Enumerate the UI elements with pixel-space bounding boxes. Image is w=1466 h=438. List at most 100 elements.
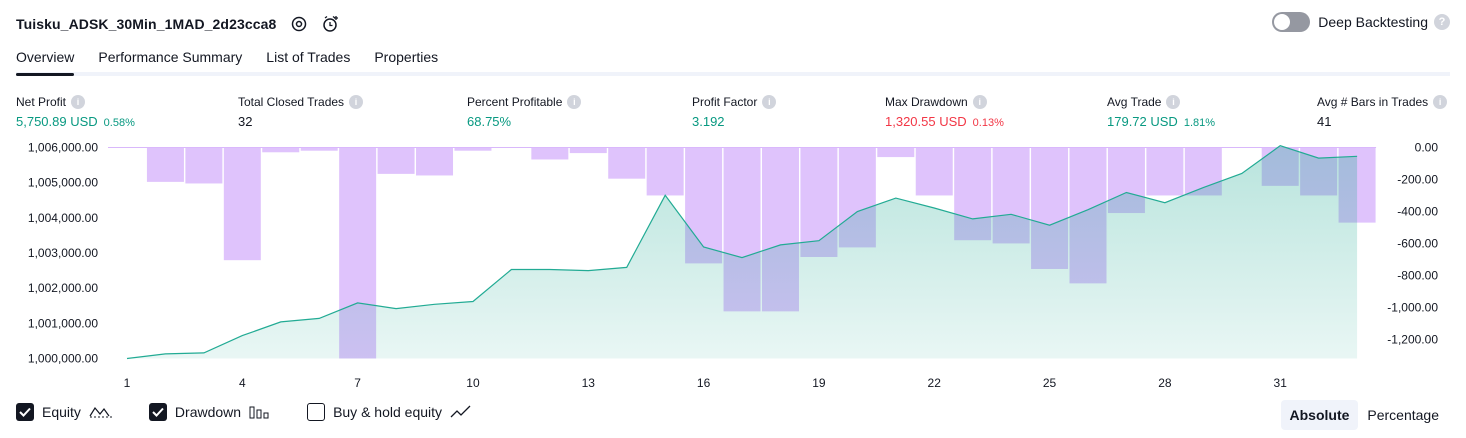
- y-axis-left-tick: 1,004,000.00: [28, 211, 98, 225]
- x-axis-tick: 13: [582, 376, 596, 390]
- metric-value: 32: [238, 114, 253, 129]
- drawdown-bar: [416, 147, 454, 176]
- info-icon[interactable]: i: [972, 95, 987, 109]
- absolute-button[interactable]: Absolute: [1280, 400, 1359, 430]
- legend-equity[interactable]: Equity: [16, 403, 113, 421]
- y-axis-right-tick: -600.00: [1397, 236, 1438, 250]
- drawdown-checkbox[interactable]: [148, 403, 167, 421]
- legend-buy-hold-equity[interactable]: Buy & hold equity: [307, 403, 472, 421]
- drawdown-bar: [223, 147, 261, 261]
- y-axis-left-tick: 1,006,000.00: [28, 141, 98, 155]
- tab-overview[interactable]: Overview: [16, 44, 75, 76]
- info-icon[interactable]: i: [349, 95, 364, 109]
- metric-avg-bars-in-trades: Avg # Bars in Trades i 41: [1317, 94, 1448, 130]
- metric-percent: 0.58%: [103, 117, 135, 129]
- metric-label: Total Closed Trades: [238, 95, 345, 109]
- equity-drawdown-chart[interactable]: 1,006,000.00 1,005,000.00 1,004,000.00 1,00…: [0, 136, 1466, 398]
- x-axis-tick: 7: [354, 376, 361, 390]
- chart-legend: Equity Drawdown Buy & hold equity: [16, 403, 508, 421]
- metric-value: 3.192: [692, 114, 725, 129]
- drawdown-label: Drawdown: [174, 404, 242, 420]
- y-axis-left-tick: 1,003,000.00: [28, 246, 98, 260]
- metric-profit-factor: Profit Factor i 3.192: [692, 94, 777, 130]
- mode-switch: Absolute Percentage: [1280, 400, 1449, 430]
- metric-value: 179.72 USD: [1107, 114, 1178, 129]
- y-axis-right-tick: -1,200.00: [1387, 332, 1438, 346]
- y-axis-right-tick: -800.00: [1397, 268, 1438, 282]
- x-axis-tick: 10: [466, 376, 480, 390]
- info-icon[interactable]: i: [1433, 95, 1448, 109]
- info-icon[interactable]: i: [71, 95, 86, 109]
- metric-label: Avg # Bars in Trades: [1317, 95, 1429, 109]
- metric-value: 41: [1317, 114, 1332, 129]
- strategy-header: Tuisku_ADSK_30Min_1MAD_2d23cca8: [16, 12, 340, 36]
- x-axis-tick: 4: [239, 376, 246, 390]
- metric-label: Max Drawdown: [885, 95, 968, 109]
- drawdown-bar: [185, 147, 223, 184]
- tab-list-of-trades[interactable]: List of Trades: [266, 49, 351, 65]
- x-axis-tick: 19: [812, 376, 826, 390]
- drawdown-bar: [454, 147, 492, 151]
- buy-hold-label: Buy & hold equity: [333, 404, 443, 420]
- tab-performance-summary[interactable]: Performance Summary: [98, 49, 243, 65]
- metric-percent: 1.81%: [1183, 117, 1216, 129]
- y-axis-right-tick: 0.00: [1415, 141, 1439, 155]
- tab-properties[interactable]: Properties: [374, 49, 439, 65]
- info-icon[interactable]: i: [567, 95, 582, 109]
- drawdown-bar: [569, 147, 607, 154]
- buy-hold-checkbox[interactable]: [307, 403, 326, 421]
- metric-label: Net Profit: [16, 95, 67, 109]
- y-axis-left-tick: 1,001,000.00: [28, 316, 98, 330]
- metric-label: Profit Factor: [692, 95, 758, 109]
- drawdown-bar: [531, 147, 569, 160]
- strategy-title: Tuisku_ADSK_30Min_1MAD_2d23cca8: [16, 16, 277, 32]
- help-icon[interactable]: ?: [1434, 14, 1450, 30]
- y-axis-left-tick: 1,000,000.00: [28, 352, 98, 366]
- drawdown-bar: [1146, 147, 1184, 196]
- x-axis-tick: 28: [1158, 376, 1172, 390]
- drawdown-bar: [877, 147, 915, 158]
- metric-value: 1,320.55 USD: [885, 114, 967, 129]
- deep-backtesting: Deep Backtesting ?: [1272, 12, 1450, 32]
- tab-bar: Overview Performance Summary List of Tra…: [16, 44, 1450, 76]
- deep-backtesting-toggle[interactable]: [1272, 12, 1311, 32]
- metric-max-drawdown: Max Drawdown i 1,320.55 USD 0.13%: [885, 94, 1004, 130]
- drawdown-bar: [146, 147, 184, 182]
- drawdown-bar: [646, 147, 684, 196]
- y-axis-left-tick: 1,002,000.00: [28, 281, 98, 295]
- drawdown-bar: [915, 147, 953, 196]
- info-icon[interactable]: i: [1166, 95, 1181, 109]
- metric-value: 5,750.89 USD: [16, 114, 98, 129]
- y-axis-right-tick: -1,000.00: [1387, 300, 1438, 314]
- x-axis-tick: 16: [697, 376, 711, 390]
- equity-label: Equity: [42, 404, 81, 420]
- deep-backtesting-label: Deep Backtesting: [1318, 14, 1428, 30]
- metric-net-profit: Net Profit i 5,750.89 USD 0.58%: [16, 94, 135, 130]
- equity-checkbox[interactable]: [16, 403, 34, 421]
- equity-area: [127, 145, 1358, 359]
- x-axis-tick: 1: [124, 376, 131, 390]
- equity-line-icon: [89, 406, 112, 418]
- add-alert-icon[interactable]: [322, 15, 340, 33]
- legend-drawdown[interactable]: Drawdown: [148, 403, 271, 421]
- x-axis-tick: 25: [1043, 376, 1057, 390]
- metric-total-closed-trades: Total Closed Trades i 32: [238, 94, 364, 130]
- drawdown-bars-icon: [249, 406, 269, 419]
- metric-percent: 0.13%: [972, 117, 1004, 129]
- settings-icon[interactable]: [290, 15, 308, 33]
- y-axis-right-tick: -200.00: [1397, 172, 1438, 186]
- metric-avg-trade: Avg Trade i 179.72 USD 1.81%: [1107, 94, 1215, 130]
- percentage-button[interactable]: Percentage: [1367, 407, 1439, 423]
- drawdown-bar: [262, 147, 300, 153]
- metric-percent-profitable: Percent Profitable i 68.75%: [467, 94, 582, 130]
- drawdown-bar: [377, 147, 415, 174]
- buy-hold-line-icon: [450, 405, 471, 418]
- x-axis-tick: 22: [928, 376, 942, 390]
- equity-line: [126, 145, 1358, 360]
- info-icon[interactable]: i: [762, 95, 777, 109]
- y-axis-left-tick: 1,005,000.00: [28, 176, 98, 190]
- metric-value: 68.75%: [467, 114, 512, 129]
- x-axis-tick: 31: [1274, 376, 1288, 390]
- drawdown-bar: [300, 147, 338, 151]
- metric-label: Avg Trade: [1107, 95, 1162, 109]
